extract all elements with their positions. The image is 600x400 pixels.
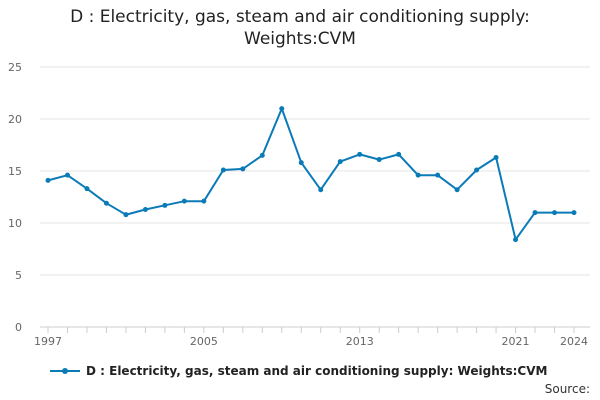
legend-dot-marker [62, 368, 68, 374]
x-tick-label: 2021 [502, 335, 530, 348]
data-point [220, 167, 226, 173]
data-point [415, 172, 421, 178]
x-tick-label: 2024 [560, 335, 588, 348]
data-point [571, 210, 577, 216]
data-point [123, 212, 129, 218]
x-tick-label: 2005 [190, 335, 218, 348]
data-point [181, 198, 187, 204]
x-tick-label: 2013 [346, 335, 374, 348]
y-tick-label: 25 [8, 61, 22, 74]
data-point [64, 172, 70, 178]
data-point [45, 177, 51, 183]
y-tick-label: 5 [15, 269, 22, 282]
x-tick-label: 1997 [34, 335, 62, 348]
chart-title-line2: Weights:CVM [244, 29, 356, 49]
y-tick-label: 20 [8, 113, 22, 126]
data-point [298, 160, 304, 166]
data-point [84, 186, 90, 192]
data-point [435, 172, 441, 178]
source-label: Source: [544, 382, 590, 396]
data-point [454, 187, 460, 193]
y-tick-label: 15 [8, 165, 22, 178]
data-point [318, 187, 324, 193]
chart-title-line1: D : Electricity, gas, steam and air cond… [70, 7, 530, 27]
legend: D : Electricity, gas, steam and air cond… [50, 364, 547, 378]
data-point [376, 157, 382, 163]
data-point [493, 154, 499, 160]
data-point [103, 200, 109, 206]
data-point [337, 159, 343, 165]
data-point [240, 166, 246, 172]
data-point [513, 237, 519, 243]
data-point [259, 152, 265, 158]
series-line [47, 107, 574, 241]
data-point [532, 210, 538, 216]
data-point [162, 202, 168, 208]
data-point [279, 106, 285, 112]
data-point [201, 198, 207, 204]
y-tick-label: 10 [8, 217, 22, 230]
data-point [396, 151, 402, 157]
legend-swatch [50, 365, 80, 377]
data-point [142, 206, 148, 212]
y-tick-label: 0 [15, 321, 22, 334]
legend-label: D : Electricity, gas, steam and air cond… [86, 364, 548, 378]
data-point [474, 167, 480, 173]
data-point [357, 151, 363, 157]
data-point [552, 210, 558, 216]
